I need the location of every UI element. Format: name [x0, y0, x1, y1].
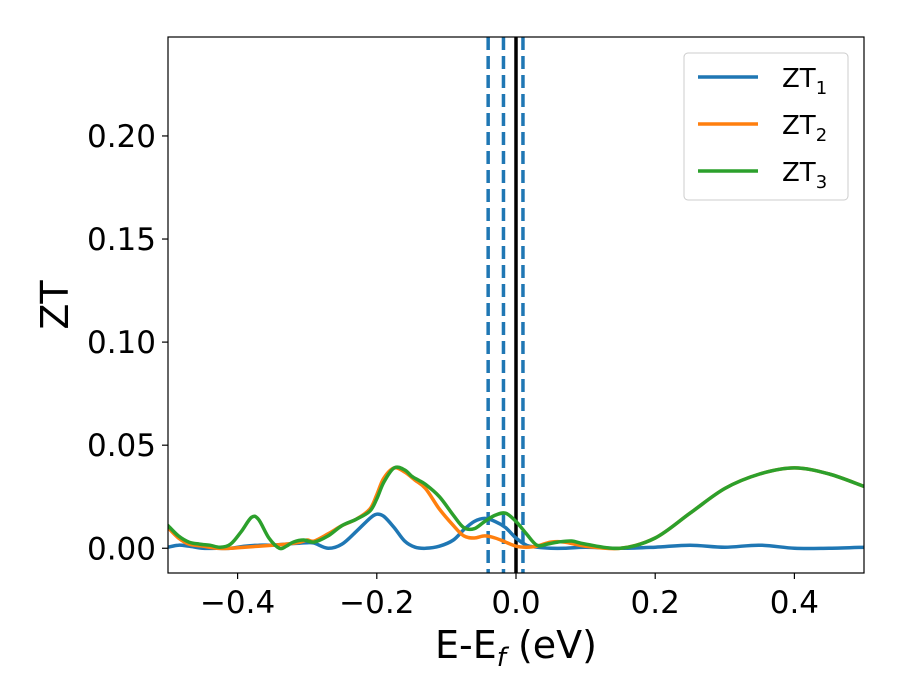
y-axis-ticks: 0.00 0.05 0.10 0.15 0.20 — [87, 119, 168, 567]
x-tick-label: −0.2 — [339, 585, 414, 621]
y-tick-label: 0.00 — [87, 531, 156, 567]
y-tick-label: 0.15 — [87, 222, 156, 258]
x-tick-label: −0.4 — [200, 585, 275, 621]
x-tick-label: 0.2 — [631, 585, 680, 621]
reference-lines — [486, 37, 525, 573]
y-tick-label: 0.20 — [87, 119, 156, 155]
legend-label-zt2: ZT2 — [782, 111, 827, 146]
x-axis-label: E-Ef (eV) — [435, 623, 597, 673]
legend-box — [683, 52, 849, 201]
x-axis-ticks: −0.4 −0.2 0.0 0.2 0.4 — [200, 573, 819, 621]
x-axis-label-main: E-E — [435, 623, 497, 667]
legend: ZT1 ZT2 ZT3 — [683, 52, 849, 201]
x-tick-label: 0.4 — [770, 585, 819, 621]
series-lines — [168, 465, 864, 551]
legend-label-zt3: ZT3 — [782, 158, 827, 193]
series-line-zt3 — [168, 465, 864, 551]
legend-label-zt1: ZT1 — [782, 64, 827, 99]
x-axis-label-unit: (eV) — [506, 623, 597, 667]
y-tick-label: 0.05 — [87, 428, 156, 464]
x-tick-label: 0.0 — [491, 585, 540, 621]
y-tick-label: 0.10 — [87, 325, 156, 361]
y-axis-label: ZT — [33, 280, 77, 330]
